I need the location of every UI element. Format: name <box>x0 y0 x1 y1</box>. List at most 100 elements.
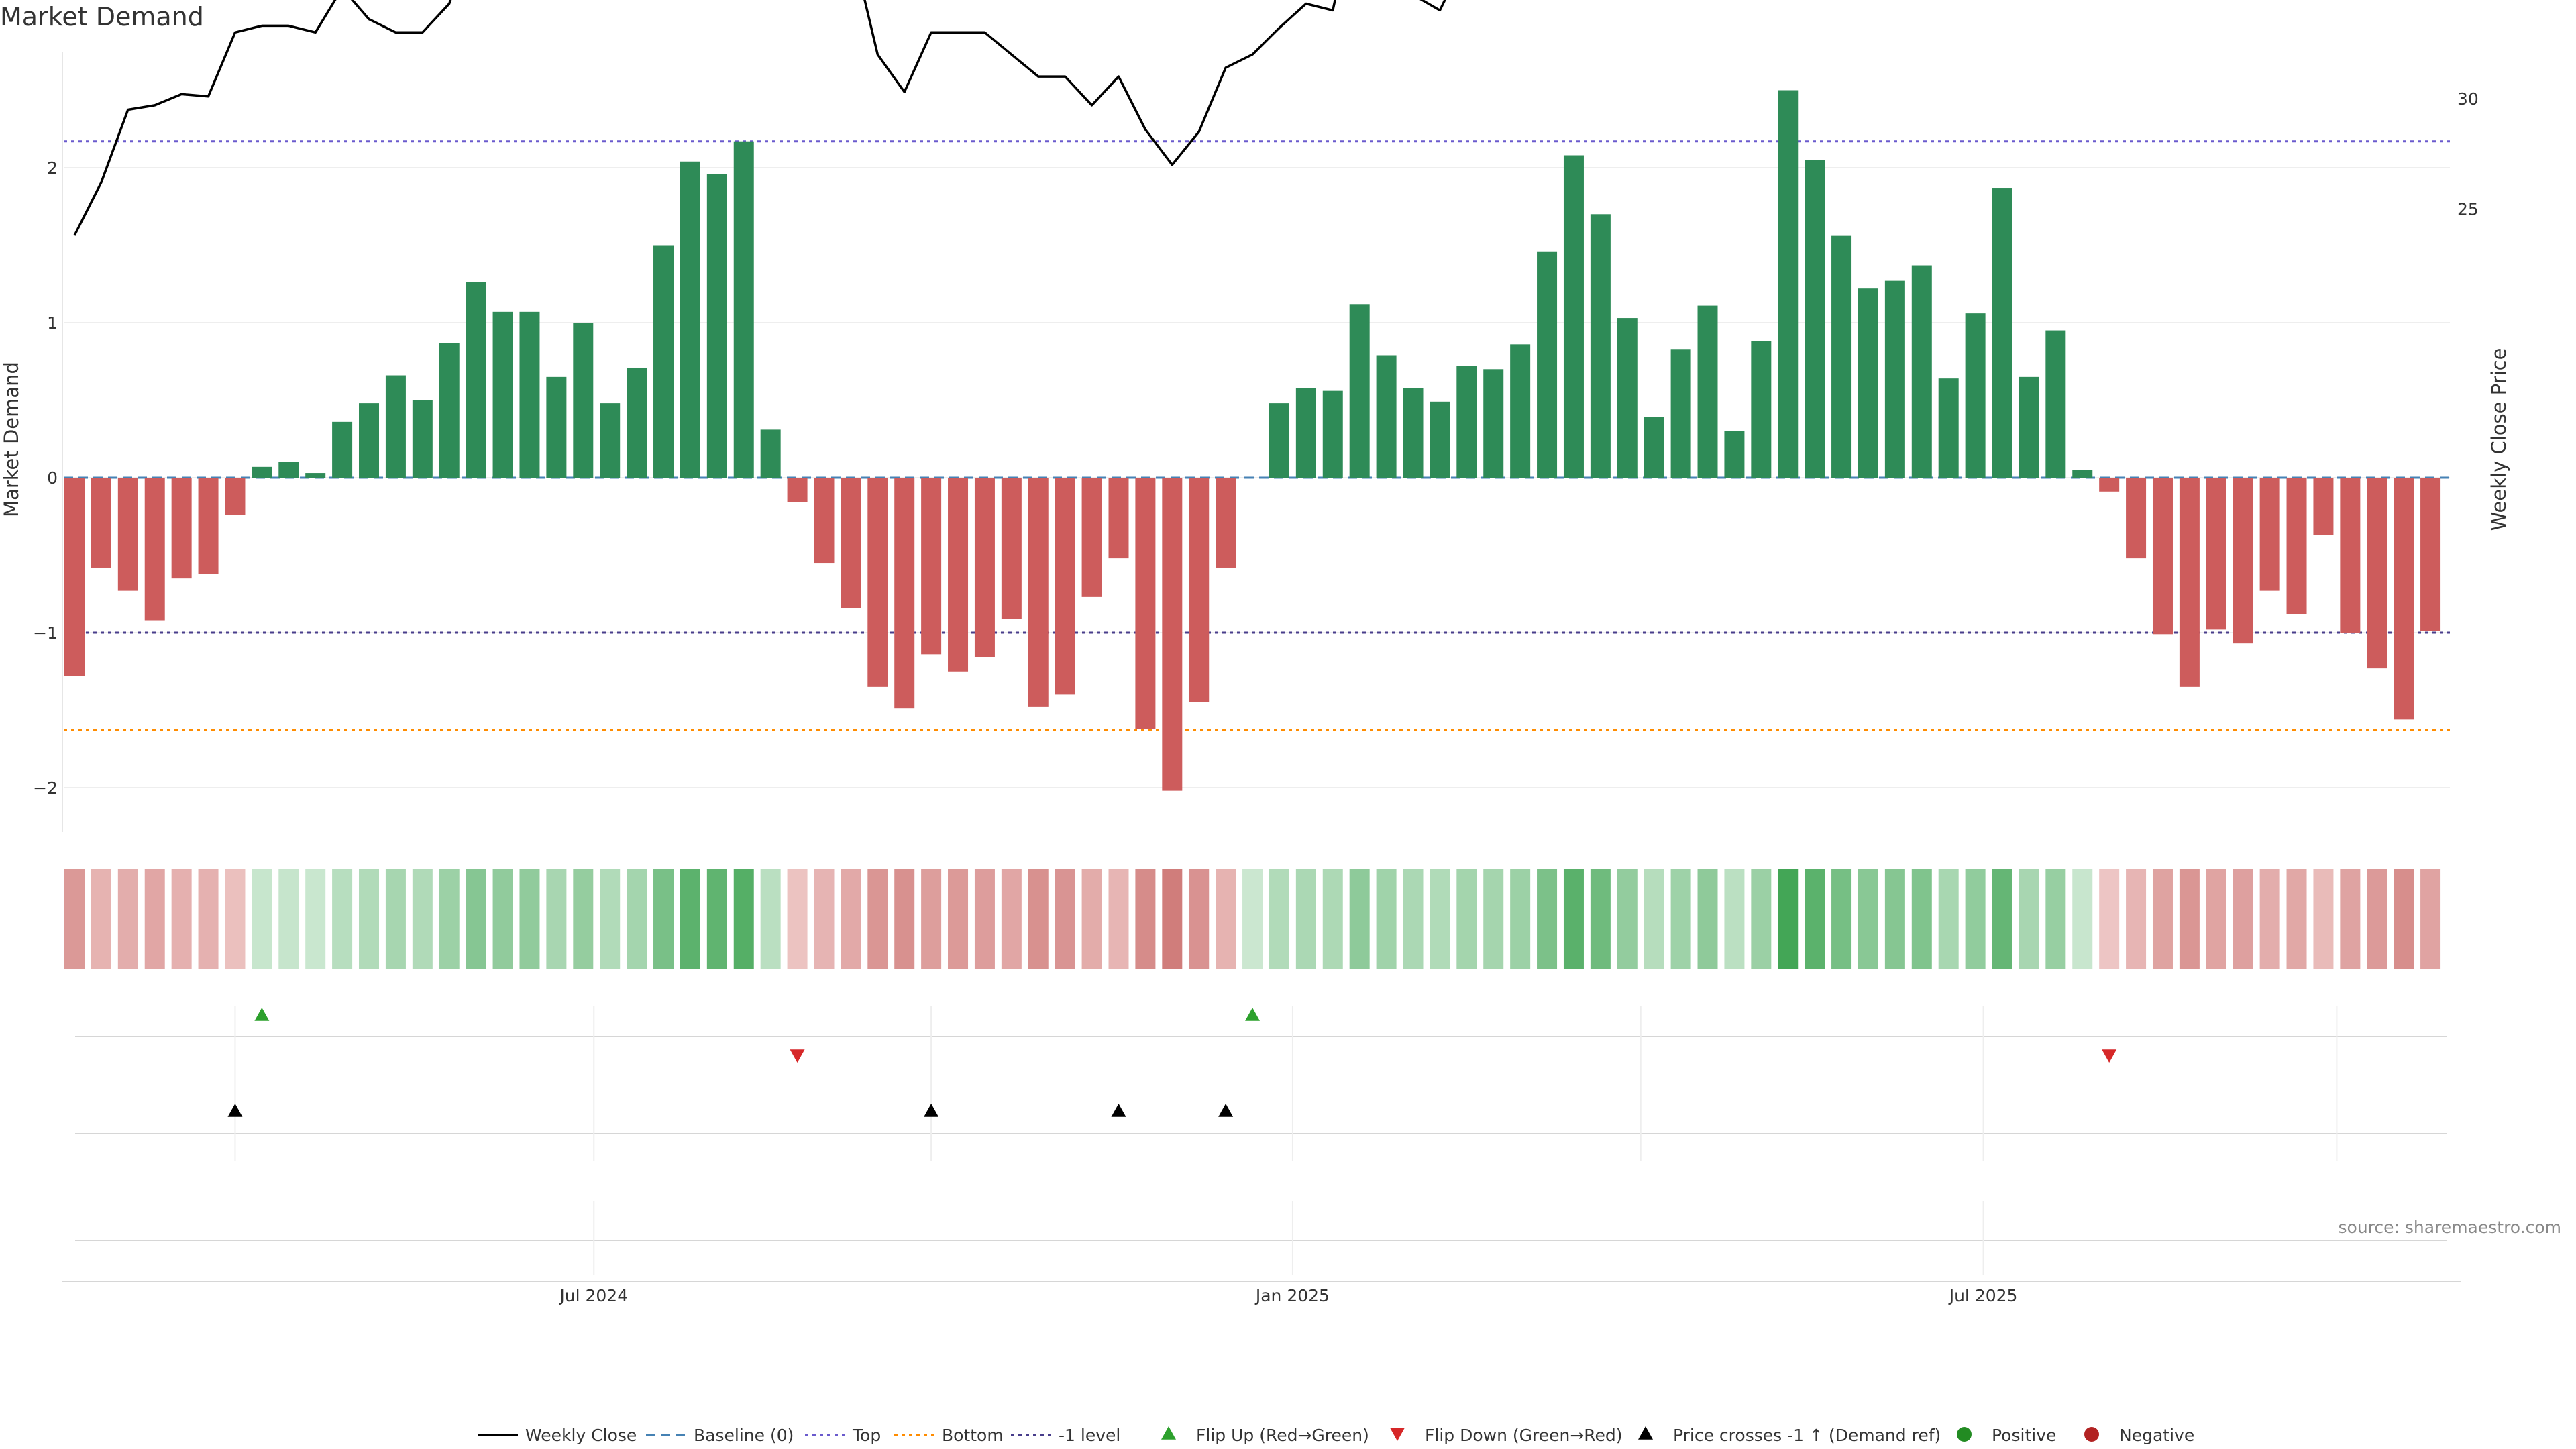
heat-cell <box>2045 869 2066 969</box>
heat-cell <box>1510 869 1531 969</box>
grid <box>62 52 2450 832</box>
left-tick-label: 0 <box>47 468 58 488</box>
heat-cell <box>305 869 326 969</box>
demand-bar <box>867 478 888 687</box>
heat-cell <box>278 869 299 969</box>
right-tick-label: 25 <box>2457 200 2479 219</box>
date-tick-label: Jul 2025 <box>1948 1286 2018 1305</box>
demand-bar <box>198 478 219 574</box>
demand-bar <box>305 473 326 478</box>
heat-cell <box>573 869 594 969</box>
legend-swatch <box>1638 1426 1653 1440</box>
heat-cell <box>2099 869 2120 969</box>
heat-cell <box>519 869 540 969</box>
heat-cell <box>2019 869 2039 969</box>
demand-bar <box>894 478 915 709</box>
demand-bar <box>1805 160 1825 478</box>
heat-cell <box>867 869 888 969</box>
demand-bar <box>573 323 594 478</box>
heat-cell <box>439 869 460 969</box>
demand-bar <box>1001 478 1022 619</box>
heat-cell <box>492 869 513 969</box>
demand-bar <box>1456 366 1477 478</box>
demand-bar <box>1269 403 1289 478</box>
demand-bar <box>1884 280 1905 478</box>
heat-cell <box>733 869 754 969</box>
demand-bar <box>144 478 165 621</box>
heat-cell <box>1242 869 1263 969</box>
heat-cell <box>1403 869 1424 969</box>
demand-bar <box>2206 478 2226 630</box>
heat-cell <box>171 869 192 969</box>
price-cross-marker <box>1111 1104 1126 1117</box>
heat-cell <box>225 869 246 969</box>
left-tick-label: −2 <box>33 778 58 798</box>
demand-bar <box>2126 478 2147 559</box>
heat-cell <box>1001 869 1022 969</box>
legend-label: Flip Up (Red→Green) <box>1196 1426 1369 1445</box>
heat-cell <box>1590 869 1611 969</box>
demand-bar <box>1295 388 1316 478</box>
heat-cell <box>1483 869 1504 969</box>
demand-bar <box>787 478 808 502</box>
demand-bar <box>1135 478 1156 729</box>
heat-cell <box>600 869 621 969</box>
heat-cell <box>787 869 808 969</box>
demand-bar <box>1510 344 1531 478</box>
legend-item: Flip Down (Green→Red) <box>1390 1426 1623 1445</box>
heat-cell <box>1108 869 1129 969</box>
demand-bar <box>2072 470 2093 478</box>
demand-bar <box>653 245 674 478</box>
demand-bar <box>1858 288 1878 478</box>
demand-bar <box>2367 478 2387 669</box>
demand-bars <box>64 90 2441 791</box>
legend-swatch <box>1161 1426 1176 1440</box>
demand-bar <box>1831 235 1852 478</box>
demand-bar <box>2152 478 2173 635</box>
demand-bar <box>760 429 781 478</box>
legend-swatch <box>2084 1427 2099 1442</box>
heat-cell <box>1376 869 1397 969</box>
demand-bar <box>1483 369 1504 478</box>
heat-cell <box>144 869 165 969</box>
demand-bar <box>2313 478 2334 535</box>
heat-cell <box>948 869 969 969</box>
demand-bar <box>1563 155 1584 478</box>
legend-item: Flip Up (Red→Green) <box>1161 1426 1369 1445</box>
heat-cell <box>627 869 647 969</box>
demand-bar <box>1697 305 1718 478</box>
demand-bar <box>1403 388 1424 478</box>
demand-bar <box>1724 431 1745 478</box>
legend-item: Weekly Close <box>478 1426 637 1445</box>
demand-bar <box>171 478 192 579</box>
heat-cell <box>680 869 700 969</box>
heat-cell <box>2340 869 2361 969</box>
demand-bar <box>1028 478 1049 707</box>
legend-item: -1 level <box>1011 1426 1120 1445</box>
heat-cell <box>1295 869 1316 969</box>
heat-cell <box>117 869 138 969</box>
demand-bar <box>1938 378 1959 478</box>
demand-bar <box>841 478 861 608</box>
heat-cell <box>1135 869 1156 969</box>
left-axis-ticks: −2 −1 0 1 2 <box>33 158 58 798</box>
heat-cell <box>1430 869 1450 969</box>
heat-cell <box>814 869 835 969</box>
heat-cell <box>198 869 219 969</box>
date-tick-label: Jul 2024 <box>558 1286 628 1305</box>
demand-bar <box>1537 251 1558 478</box>
demand-bar <box>439 343 460 478</box>
left-axis-title: Market Demand <box>0 362 23 517</box>
price-cross-marker <box>227 1104 243 1117</box>
demand-bar <box>359 403 380 478</box>
heat-cell <box>2126 869 2147 969</box>
left-tick-label: −1 <box>33 623 58 643</box>
legend-item: Baseline (0) <box>646 1426 794 1445</box>
heat-cell <box>760 869 781 969</box>
heat-cell <box>359 869 380 969</box>
heat-cell <box>546 869 567 969</box>
date-axis: Jul 2024 Jan 2025 Jul 2025 <box>558 1286 2017 1305</box>
heat-cell <box>1456 869 1477 969</box>
demand-bar <box>627 367 647 478</box>
legend-item: Top <box>805 1426 881 1445</box>
